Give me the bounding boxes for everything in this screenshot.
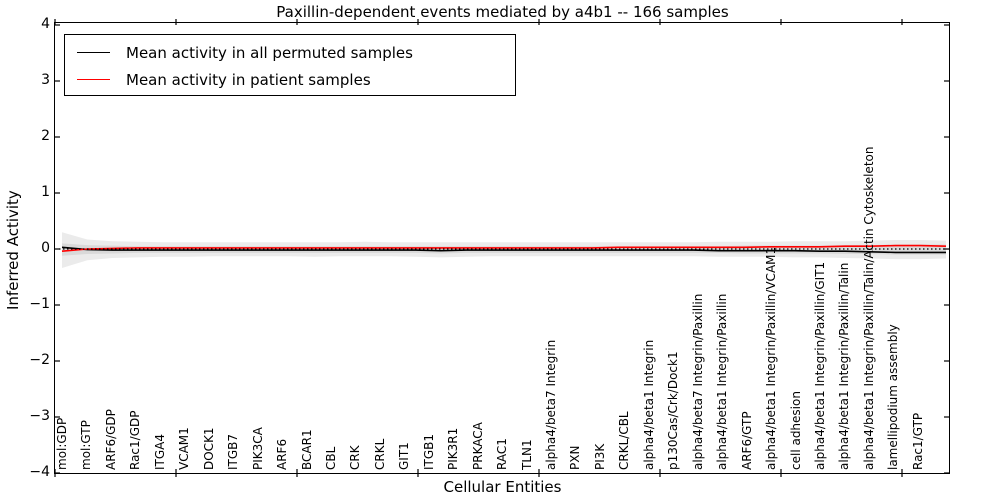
x-category-label: DOCK1: [201, 427, 216, 470]
x-category-label: CRKL/CBL: [617, 411, 632, 470]
x-category-label: mol:GTP: [79, 420, 94, 470]
x-category-label: alpha4/beta7 Integrin: [544, 339, 558, 470]
x-category-label: Rac1/GTP: [910, 412, 925, 470]
x-category-label: ITGB7: [226, 433, 241, 470]
x-category-label: alpha4/beta1 Integrin/Paxillin/Talin/Act…: [861, 146, 876, 470]
x-category-label: VCAM1: [177, 427, 192, 470]
x-axis-label: Cellular Entities: [443, 478, 562, 496]
y-tick-label: −2: [29, 352, 50, 368]
x-category-label: ARF6: [275, 438, 290, 470]
y-tick-label: 2: [41, 128, 50, 144]
legend-line-black: [77, 52, 110, 53]
x-category-label: alpha4/beta1 Integrin/Paxillin: [715, 293, 730, 470]
x-category-label: Rac1/GDP: [128, 410, 143, 470]
legend: Mean activity in all permuted samples Me…: [64, 34, 516, 96]
x-category-label: alpha4/beta1 Integrin/Paxillin/GIT1: [812, 261, 827, 470]
x-category-label: lamellipodium assembly: [886, 324, 901, 470]
x-category-label: PRKACA: [470, 422, 485, 470]
x-category-label: cell adhesion: [788, 391, 803, 470]
x-category-label: PIK3R1: [446, 427, 461, 470]
plot-canvas: [54, 19, 949, 477]
x-category-label: ITGB1: [421, 433, 436, 470]
x-category-label: mol:GDP: [55, 417, 69, 470]
x-category-label: RAC1: [495, 438, 510, 470]
x-category-label: p130Cas/Crk/Dock1: [666, 351, 681, 470]
y-tick-label: 4: [41, 16, 50, 32]
x-category-label: alpha4/beta1 Integrin/Paxillin/VCAM1: [764, 246, 779, 470]
x-category-label: alpha4/beta1 Integrin/Paxillin/Talin: [837, 262, 852, 470]
y-tick-label: 0: [41, 240, 50, 256]
x-category-label: alpha4/beta1 Integrin: [641, 339, 656, 470]
x-category-label: ARF6/GDP: [103, 409, 118, 470]
y-tick-label: −1: [29, 296, 50, 312]
x-category-label: PIK3CA: [250, 427, 265, 470]
x-category-label: GIT1: [397, 442, 412, 470]
legend-item-permuted: Mean activity in all permuted samples: [65, 39, 515, 66]
legend-label: Mean activity in all permuted samples: [126, 43, 413, 62]
x-category-label: PI3K: [592, 443, 607, 470]
plot-area: [54, 19, 950, 477]
x-category-label: CBL: [323, 446, 338, 470]
x-category-label: TLN1: [519, 439, 534, 470]
line-series-1: [61, 244, 947, 252]
legend-line-red: [77, 79, 110, 80]
x-category-label: PXN: [568, 445, 583, 470]
legend-item-patient: Mean activity in patient samples: [65, 66, 515, 93]
x-category-label: ARF6/GTP: [739, 411, 754, 470]
x-category-label: CRKL: [372, 438, 387, 470]
x-category-label: BCAR1: [299, 429, 314, 470]
chart-title: Paxillin-dependent events mediated by a4…: [276, 3, 729, 21]
x-category-label: alpha4/beta7 Integrin/Paxillin: [690, 293, 705, 470]
y-tick-label: 1: [41, 184, 50, 200]
y-tick-label: −3: [29, 408, 50, 424]
x-category-label: CRK: [348, 445, 363, 470]
y-tick-label: −4: [29, 464, 50, 480]
legend-label: Mean activity in patient samples: [126, 70, 371, 89]
y-tick-label: 3: [41, 72, 50, 88]
x-category-label: ITGA4: [152, 433, 167, 470]
line-series-0: [61, 246, 946, 254]
